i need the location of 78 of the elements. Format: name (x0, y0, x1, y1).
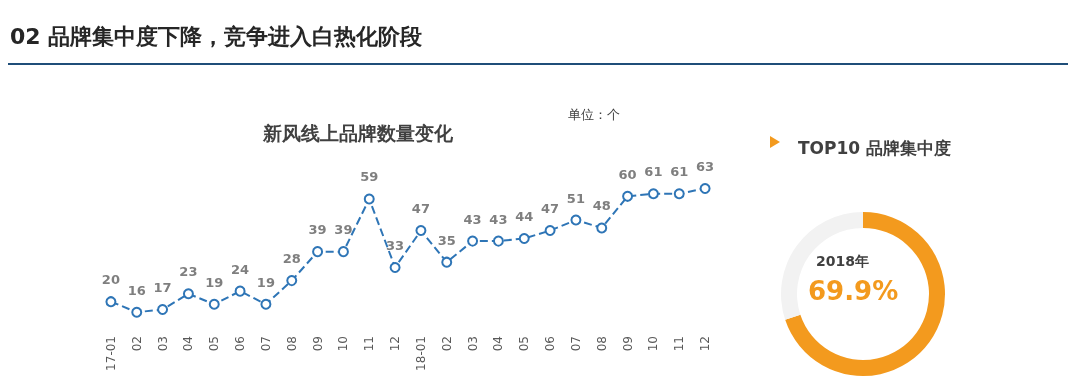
x-tick-label: 06 (233, 336, 248, 352)
data-label: 39 (308, 222, 327, 238)
data-label: 39 (334, 222, 353, 238)
point (518, 232, 530, 244)
point (492, 235, 504, 247)
x-tick-label: 09 (310, 336, 325, 352)
data-label: 61 (670, 164, 689, 180)
data-label: 48 (592, 198, 611, 214)
x-tick-label: 18-01 (413, 336, 428, 371)
point (208, 298, 220, 310)
text: 02 品牌集中度下降，竞争进入白热化阶段 (10, 23, 423, 51)
data-label: 19 (256, 274, 275, 290)
data-label: 44 (515, 208, 534, 224)
point (131, 306, 143, 318)
x-tick-label: 11 (672, 336, 687, 352)
x-tick-label: 08 (284, 336, 299, 352)
point (415, 225, 427, 237)
x-tick-label: 02 (129, 336, 144, 352)
x-tick-label: 07 (258, 336, 273, 352)
x-tick-label: 17-01 (103, 336, 118, 371)
point (441, 256, 453, 268)
point (312, 246, 324, 258)
data-label: 28 (282, 251, 301, 267)
text: 单位：个 (568, 107, 620, 122)
data-label: 17 (153, 280, 172, 296)
point (647, 188, 659, 200)
data-label: 43 (463, 211, 482, 227)
x-tick-label: 05 (207, 336, 222, 352)
data-label: 60 (618, 166, 637, 182)
data-label: 47 (541, 201, 560, 217)
x-tick-label: 12 (698, 336, 713, 352)
data-label: 24 (231, 261, 250, 277)
data-label: 43 (489, 211, 508, 227)
x-tick-label: 06 (543, 336, 558, 352)
data-label: 33 (386, 237, 405, 253)
data-label: 51 (566, 190, 585, 206)
point (182, 288, 194, 300)
text: 69.9% (808, 276, 899, 306)
point (699, 182, 711, 194)
data-label: 63 (696, 158, 715, 174)
point (337, 246, 349, 258)
data-label: 61 (644, 164, 663, 180)
point (467, 235, 479, 247)
data-label: 20 (101, 272, 120, 288)
chart-title: 新风线上品牌数量变化 (262, 121, 454, 144)
data-label: 23 (179, 264, 198, 280)
point (673, 188, 685, 200)
x-tick-label: 03 (465, 336, 480, 352)
point (570, 214, 582, 226)
x-tick-label: 08 (594, 336, 609, 352)
x-tick-label: 12 (388, 336, 403, 352)
chart-title: TOP10 品牌集中度 (798, 137, 952, 158)
data-label: 35 (437, 232, 456, 248)
text: 2018年 (816, 253, 869, 269)
x-tick-label: 10 (336, 336, 351, 352)
x-tick-label: 07 (568, 336, 583, 352)
point (596, 222, 608, 234)
point (157, 304, 169, 316)
data-label: 59 (360, 169, 379, 185)
data-label: 47 (411, 201, 430, 217)
point (105, 296, 117, 308)
x-tick-label: 02 (439, 336, 454, 352)
point (260, 298, 272, 310)
point (286, 275, 298, 287)
point (234, 285, 246, 297)
x-tick-label: 10 (646, 336, 661, 352)
point (363, 193, 375, 205)
point (544, 225, 556, 237)
point (389, 261, 401, 273)
data-label: 16 (127, 282, 146, 298)
x-tick-label: 11 (362, 336, 377, 352)
x-tick-label: 05 (517, 336, 532, 352)
x-tick-label: 04 (491, 336, 506, 352)
x-tick-label: 03 (155, 336, 170, 352)
x-tick-label: 09 (620, 336, 635, 352)
x-tick-label: 04 (181, 336, 196, 352)
point (622, 190, 634, 202)
data-label: 19 (205, 274, 224, 290)
